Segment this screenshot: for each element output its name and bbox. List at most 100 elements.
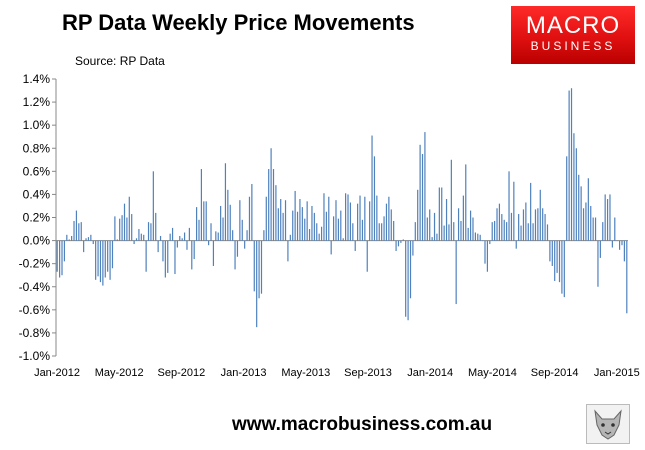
bar xyxy=(568,90,570,241)
x-tick-label: May-2014 xyxy=(468,367,517,379)
bar xyxy=(400,240,402,243)
bar xyxy=(229,204,231,241)
bar xyxy=(371,135,373,241)
bar xyxy=(508,171,510,241)
bar xyxy=(282,212,284,241)
bar xyxy=(147,222,150,241)
bar xyxy=(352,223,354,241)
x-tick-label: Jan-2015 xyxy=(594,367,640,379)
bar xyxy=(354,240,356,251)
bar xyxy=(496,208,498,241)
y-tick-label: -0.4% xyxy=(19,280,51,294)
bar xyxy=(311,205,313,241)
bar xyxy=(167,240,169,273)
bar xyxy=(342,238,344,241)
bar xyxy=(578,174,580,241)
bar xyxy=(135,238,138,241)
bar xyxy=(563,240,565,298)
bar xyxy=(465,164,467,241)
bar xyxy=(366,240,368,272)
bar xyxy=(191,240,193,270)
bar xyxy=(585,202,587,241)
bar xyxy=(140,233,142,241)
bar xyxy=(357,203,359,241)
bar xyxy=(217,232,219,241)
bar xyxy=(80,222,82,241)
bar xyxy=(95,240,97,280)
x-tick-label: Jan-2012 xyxy=(34,367,80,379)
y-tick-label: 1.2% xyxy=(23,95,51,109)
bar xyxy=(554,240,556,281)
bar xyxy=(152,171,154,241)
bar xyxy=(215,231,217,241)
y-tick-label: 1.4% xyxy=(23,72,51,86)
bar xyxy=(63,240,66,262)
bar xyxy=(304,218,306,241)
bar xyxy=(171,227,174,241)
y-tick-label: -1.0% xyxy=(19,349,51,363)
bar xyxy=(489,240,491,245)
bar xyxy=(68,239,70,241)
bar xyxy=(85,238,87,241)
bar xyxy=(570,88,573,241)
bar xyxy=(390,209,392,241)
bar xyxy=(510,212,513,241)
bar xyxy=(537,208,539,241)
bar xyxy=(186,240,188,250)
bar xyxy=(169,233,171,241)
bar xyxy=(159,235,162,241)
bar xyxy=(90,234,92,241)
bar xyxy=(111,240,114,269)
bar xyxy=(183,232,186,241)
bar xyxy=(234,240,236,270)
bar xyxy=(200,169,202,241)
bar xyxy=(253,240,255,292)
bar xyxy=(294,190,296,241)
bar xyxy=(539,189,541,241)
bar xyxy=(179,235,181,241)
bar xyxy=(551,240,553,266)
bar xyxy=(527,223,529,241)
bar xyxy=(256,240,258,328)
bar xyxy=(109,240,111,280)
bar xyxy=(484,240,486,264)
bar xyxy=(87,237,90,241)
bar xyxy=(78,223,80,241)
bar xyxy=(296,211,299,241)
bar xyxy=(289,234,291,241)
chart-source: Source: RP Data xyxy=(75,54,165,68)
bar xyxy=(345,193,347,241)
bar xyxy=(457,208,460,241)
bar xyxy=(414,222,416,241)
x-tick-label: Sep-2012 xyxy=(158,367,206,379)
bar xyxy=(438,187,440,241)
bar xyxy=(328,196,330,241)
bar xyxy=(272,169,275,241)
bar xyxy=(405,240,407,317)
bar xyxy=(330,240,332,255)
bar xyxy=(467,227,469,241)
bar xyxy=(522,209,525,241)
macro-business-logo: MACRO BUSINESS xyxy=(511,6,635,64)
bar xyxy=(270,148,272,241)
bar xyxy=(176,240,178,248)
bar xyxy=(349,202,352,241)
bar xyxy=(104,240,106,278)
bar xyxy=(436,233,438,241)
bar xyxy=(56,240,58,272)
bar xyxy=(582,208,585,241)
bar xyxy=(287,240,289,262)
bar xyxy=(482,240,484,242)
bar xyxy=(498,203,501,241)
bar xyxy=(155,212,157,241)
bar xyxy=(181,238,183,241)
bar xyxy=(590,205,592,241)
bar xyxy=(621,240,623,246)
bar xyxy=(587,178,589,241)
bar xyxy=(174,240,176,275)
bar xyxy=(409,240,412,299)
y-tick-label: 0.4% xyxy=(23,187,51,201)
bar xyxy=(335,200,337,241)
bar xyxy=(222,217,224,241)
bar xyxy=(501,214,503,241)
